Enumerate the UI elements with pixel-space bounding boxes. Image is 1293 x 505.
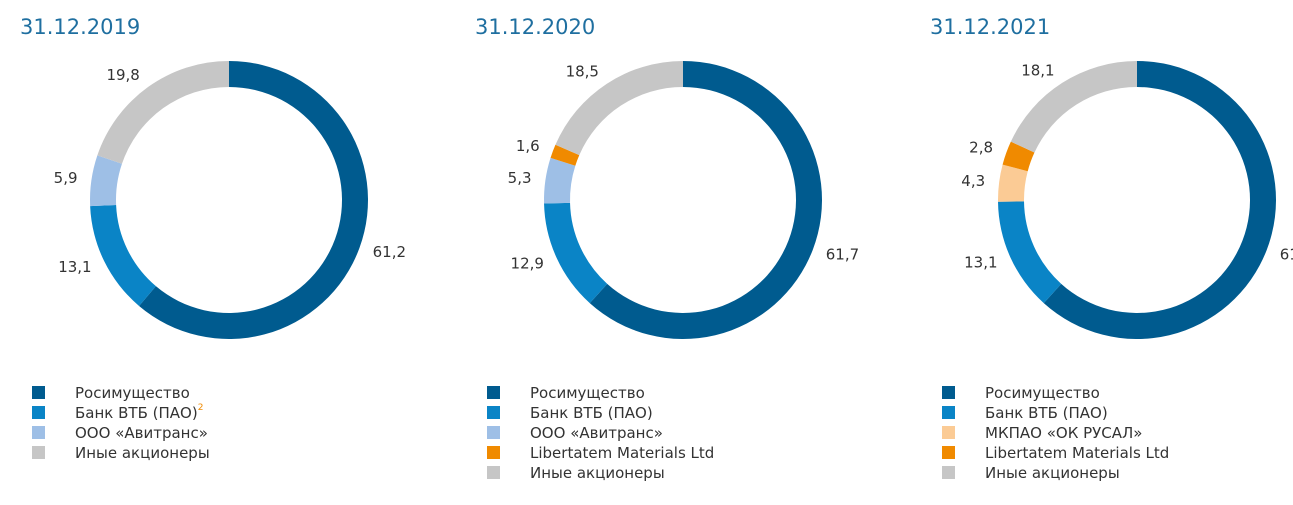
legend-swatch bbox=[942, 426, 955, 439]
legend-swatch bbox=[487, 406, 500, 419]
legend-text: МКПАО «ОК РУСАЛ» bbox=[985, 424, 1143, 442]
legend-label: ООО «Авитранс» bbox=[530, 424, 663, 442]
legend-label: Libertatem Materials Ltd bbox=[985, 444, 1169, 462]
legend-swatch bbox=[487, 466, 500, 479]
chart-title: 31.12.2019 bbox=[20, 15, 140, 39]
legend-label: Иные акционеры bbox=[75, 444, 210, 462]
legend-label: Росимущество bbox=[530, 384, 645, 402]
donut-segment bbox=[90, 204, 156, 306]
legend-swatch bbox=[32, 386, 45, 399]
legend-label: Libertatem Materials Ltd bbox=[530, 444, 714, 462]
donut-segment bbox=[90, 155, 122, 207]
donut-segment bbox=[97, 61, 229, 164]
legend-text: Иные акционеры bbox=[530, 464, 665, 482]
legend-label: Банк ВТБ (ПАО)2 bbox=[75, 403, 203, 422]
donut-segment bbox=[998, 201, 1062, 304]
donut-segment bbox=[998, 164, 1028, 202]
data-label: 5,3 bbox=[508, 169, 532, 187]
donut-segment bbox=[589, 61, 822, 339]
legend-label: Банк ВТБ (ПАО) bbox=[985, 404, 1108, 422]
legend-swatch bbox=[32, 406, 45, 419]
legend-text: ООО «Авитранс» bbox=[75, 424, 208, 442]
data-label: 61,7 bbox=[1280, 245, 1293, 263]
legend-swatch bbox=[942, 446, 955, 459]
donut-segment bbox=[1002, 141, 1035, 172]
legend-label: МКПАО «ОК РУСАЛ» bbox=[985, 424, 1143, 442]
legend-text: Росимущество bbox=[985, 384, 1100, 402]
data-label: 13,1 bbox=[58, 258, 91, 276]
donut-segment bbox=[555, 61, 683, 156]
legend-text: Иные акционеры bbox=[985, 464, 1120, 482]
data-label: 4,3 bbox=[961, 172, 985, 190]
donut-segment bbox=[544, 202, 608, 304]
legend-swatch bbox=[32, 446, 45, 459]
data-label: 61,7 bbox=[826, 245, 859, 263]
legend-text: Росимущество bbox=[530, 384, 645, 402]
data-label: 61,2 bbox=[373, 243, 406, 261]
legend-text: Иные акционеры bbox=[75, 444, 210, 462]
legend-label: Росимущество bbox=[985, 384, 1100, 402]
legend-label: Иные акционеры bbox=[985, 464, 1120, 482]
legend-swatch bbox=[942, 386, 955, 399]
legend-text: Libertatem Materials Ltd bbox=[530, 444, 714, 462]
data-label: 5,9 bbox=[54, 169, 78, 187]
donut-segment bbox=[544, 157, 576, 204]
legend-swatch bbox=[487, 386, 500, 399]
legend-label: ООО «Авитранс» bbox=[75, 424, 208, 442]
legend-label: Росимущество bbox=[75, 384, 190, 402]
data-label: 1,6 bbox=[516, 137, 540, 155]
data-label: 2,8 bbox=[969, 139, 993, 157]
chart-title: 31.12.2021 bbox=[930, 15, 1050, 39]
legend-text: Банк ВТБ (ПАО) bbox=[985, 404, 1108, 422]
donut-segment bbox=[1010, 61, 1137, 153]
data-label: 13,1 bbox=[964, 253, 997, 271]
legend-text: Libertatem Materials Ltd bbox=[985, 444, 1169, 462]
data-label: 12,9 bbox=[511, 254, 544, 272]
data-label: 18,1 bbox=[1021, 62, 1054, 80]
chart-title: 31.12.2020 bbox=[475, 15, 595, 39]
legend-text: Банк ВТБ (ПАО) bbox=[75, 404, 198, 422]
legend-label: Банк ВТБ (ПАО) bbox=[530, 404, 653, 422]
legend-label: Иные акционеры bbox=[530, 464, 665, 482]
legend-text: Банк ВТБ (ПАО) bbox=[530, 404, 653, 422]
donut-segment bbox=[550, 144, 580, 166]
legend-text: ООО «Авитранс» bbox=[530, 424, 663, 442]
legend-swatch bbox=[487, 426, 500, 439]
footnote-marker: 2 bbox=[198, 403, 204, 413]
donut-segment bbox=[139, 61, 368, 339]
legend-swatch bbox=[32, 426, 45, 439]
legend-swatch bbox=[942, 406, 955, 419]
donut-segment bbox=[1043, 61, 1276, 340]
data-label: 18,5 bbox=[566, 63, 599, 81]
legend-text: Росимущество bbox=[75, 384, 190, 402]
legend-swatch bbox=[942, 466, 955, 479]
legend-swatch bbox=[487, 446, 500, 459]
data-label: 19,8 bbox=[106, 66, 139, 84]
